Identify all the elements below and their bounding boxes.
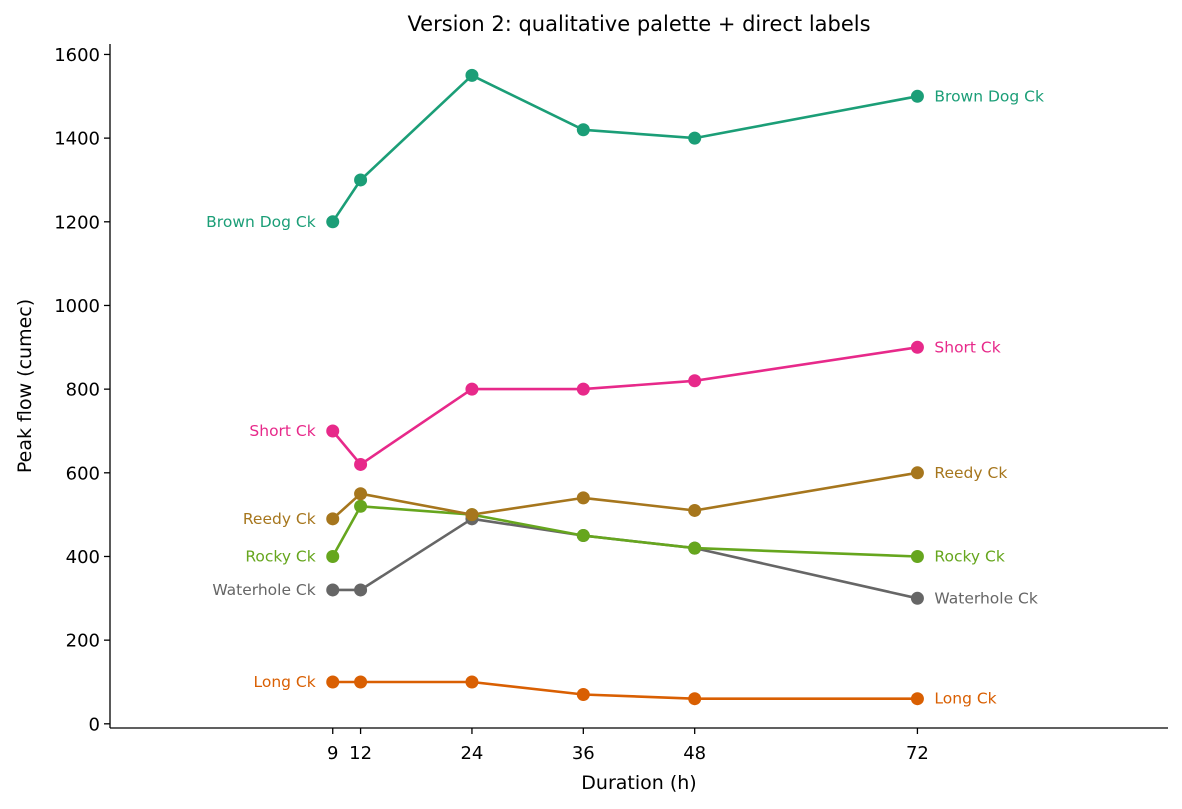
- series-reedy-ck: Reedy Ck Reedy Ck: [243, 464, 1007, 528]
- data-point: [465, 382, 479, 396]
- series-line: [331, 504, 918, 558]
- y-tick-label: 200: [66, 631, 100, 652]
- series-label-start: Waterhole Ck: [212, 581, 315, 599]
- series-rocky-ck: Rocky Ck Rocky Ck: [245, 499, 1005, 565]
- data-point: [910, 549, 924, 563]
- data-point: [354, 457, 368, 471]
- data-point: [688, 692, 702, 706]
- data-point: [465, 508, 479, 522]
- data-point: [688, 131, 702, 145]
- data-point: [326, 583, 340, 597]
- data-point: [354, 173, 368, 187]
- series-line: [332, 517, 918, 600]
- data-point: [576, 688, 590, 702]
- x-tick-label: 48: [683, 743, 706, 764]
- data-point: [326, 675, 340, 689]
- data-point: [688, 503, 702, 517]
- series-label-end: Brown Dog Ck: [934, 87, 1044, 105]
- x-tick-label: 9: [327, 743, 338, 764]
- x-axis-label: Duration (h): [581, 772, 696, 794]
- series-label-end: Reedy Ck: [934, 464, 1007, 482]
- data-point: [688, 541, 702, 555]
- data-point: [910, 591, 924, 605]
- data-point: [326, 215, 340, 229]
- series-layer: Brown Dog Ck Brown Dog Ck Long Ck Long Ck Wa…: [206, 68, 1044, 708]
- series-short-ck: Short Ck Short Ck: [249, 338, 1001, 471]
- x-tick-label: 36: [572, 743, 595, 764]
- data-point: [688, 374, 702, 388]
- data-point: [465, 675, 479, 689]
- y-tick-label: 1000: [54, 296, 100, 317]
- series-label-start: Short Ck: [249, 422, 315, 440]
- data-point: [576, 382, 590, 396]
- y-tick-label: 800: [66, 380, 100, 401]
- series-label-end: Waterhole Ck: [934, 589, 1037, 607]
- series-label-start: Long Ck: [253, 673, 315, 691]
- x-tick-label: 72: [906, 743, 929, 764]
- y-tick-label: 400: [66, 547, 100, 568]
- data-point: [910, 340, 924, 354]
- data-point: [354, 583, 368, 597]
- series-line: [331, 74, 918, 223]
- series-brown-dog-ck: Brown Dog Ck Brown Dog Ck: [206, 68, 1044, 231]
- chart-title: Version 2: qualitative palette + direct …: [407, 12, 870, 36]
- data-point: [326, 549, 340, 563]
- series-label-end: Long Ck: [934, 690, 996, 708]
- series-label-end: Rocky Ck: [934, 547, 1004, 565]
- series-line: [332, 680, 918, 701]
- series-label-start: Reedy Ck: [243, 510, 316, 528]
- data-point: [910, 692, 924, 706]
- data-point: [910, 89, 924, 103]
- data-point: [354, 675, 368, 689]
- y-axis-label: Peak flow (cumec): [14, 299, 36, 473]
- data-point: [354, 499, 368, 513]
- data-point: [910, 466, 924, 480]
- x-tick-label: 24: [460, 743, 483, 764]
- x-tick-label: 12: [349, 743, 372, 764]
- y-tick-label: 1400: [54, 129, 100, 150]
- axes: 0 200 400 600 800 1000 1200 1400 1600 9 12 24 36 48 72: [54, 44, 1168, 764]
- series-long-ck: Long Ck Long Ck: [253, 673, 996, 708]
- series-label-start: Rocky Ck: [245, 547, 315, 565]
- y-tick-label: 1600: [54, 45, 100, 66]
- data-point: [576, 491, 590, 505]
- series-line: [331, 346, 918, 466]
- data-point: [576, 529, 590, 543]
- data-point: [326, 512, 340, 526]
- data-point: [354, 487, 368, 501]
- y-tick-label: 1200: [54, 212, 100, 233]
- data-point: [576, 123, 590, 137]
- series-label-end: Short Ck: [934, 338, 1000, 356]
- y-tick-label: 600: [66, 463, 100, 484]
- series-label-start: Brown Dog Ck: [206, 213, 316, 231]
- data-point: [465, 68, 479, 82]
- y-tick-label: 0: [89, 714, 100, 735]
- data-point: [326, 424, 340, 438]
